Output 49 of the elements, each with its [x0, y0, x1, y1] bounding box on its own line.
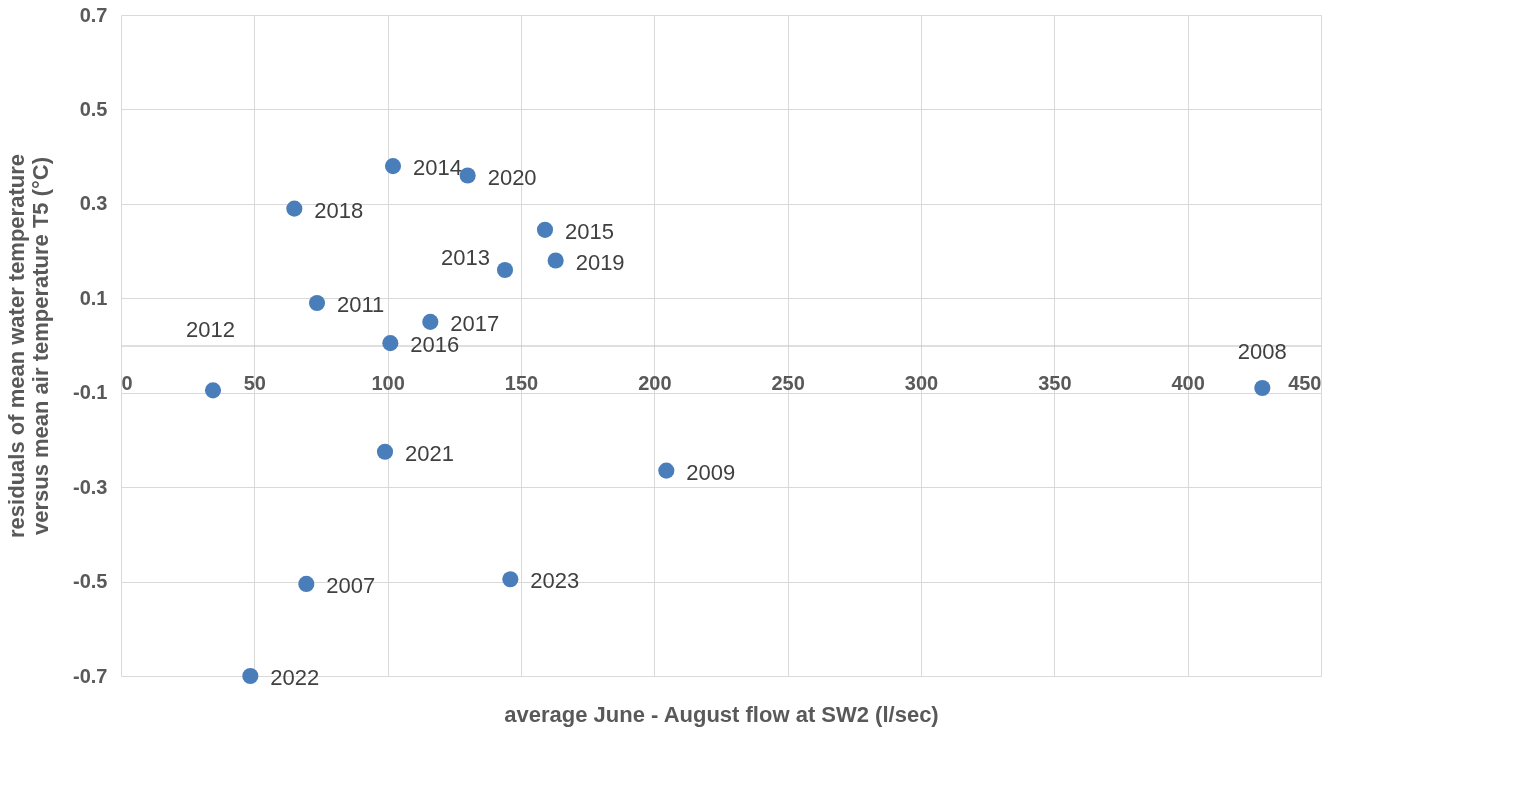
x-tick-label: 450	[1288, 372, 1322, 394]
point	[536, 221, 554, 238]
annotation: 2022	[270, 665, 320, 690]
annotation: 2011	[337, 292, 385, 318]
x-tick-label: 250	[771, 372, 805, 394]
x-tick-label: 400	[1171, 372, 1205, 394]
point	[308, 294, 326, 312]
x-tick-label: 200	[638, 372, 672, 394]
point	[422, 313, 439, 330]
y-tick-label: -0.3	[73, 475, 108, 498]
point	[547, 252, 564, 269]
point	[502, 571, 519, 588]
point	[376, 443, 394, 460]
annotation: 2023	[530, 568, 580, 594]
y-tick-label: 0.1	[79, 286, 108, 309]
point	[298, 575, 315, 592]
x-axis-title: average June - August flow at SW2 (l/sec)	[504, 701, 939, 727]
annotation: 2013	[441, 244, 490, 270]
annotation: 2021	[405, 440, 454, 466]
annotation: 2018	[314, 197, 364, 223]
x-tick-label: 50	[243, 372, 266, 394]
point	[286, 200, 303, 217]
annotation: 2015	[565, 218, 614, 244]
point	[384, 158, 402, 175]
y-axis-title: residuals of mean water temperature versus mean air temperature T5 (°C)	[4, 154, 54, 538]
x-tick-label: 150	[504, 372, 539, 394]
y-tick-label: -0.5	[73, 570, 108, 593]
annotation: 2014	[413, 155, 462, 181]
point	[204, 382, 222, 399]
point	[1254, 379, 1271, 397]
annotation: 2020	[487, 164, 537, 190]
annotation: 2008	[1237, 338, 1287, 364]
x-tick-label: 350	[1038, 372, 1072, 394]
point	[496, 261, 514, 278]
point	[658, 462, 675, 479]
x-tick-label: 0	[121, 372, 133, 394]
y-tick-label: -0.7	[73, 664, 108, 687]
y-tick-label: 0.7	[79, 3, 108, 26]
x-tick-label: 100	[371, 372, 405, 394]
point	[242, 667, 259, 685]
point	[382, 335, 399, 352]
y-tick-label: -0.1	[73, 381, 108, 404]
y-tick-label: 0.5	[79, 97, 108, 120]
y-tick-label: 0.3	[79, 192, 108, 215]
annotation: 2007	[326, 572, 376, 598]
annotation: 2009	[686, 459, 736, 485]
annotation: 2012	[186, 317, 235, 343]
annotation: 2019	[575, 249, 625, 275]
x-tick-label: 300	[904, 372, 939, 394]
